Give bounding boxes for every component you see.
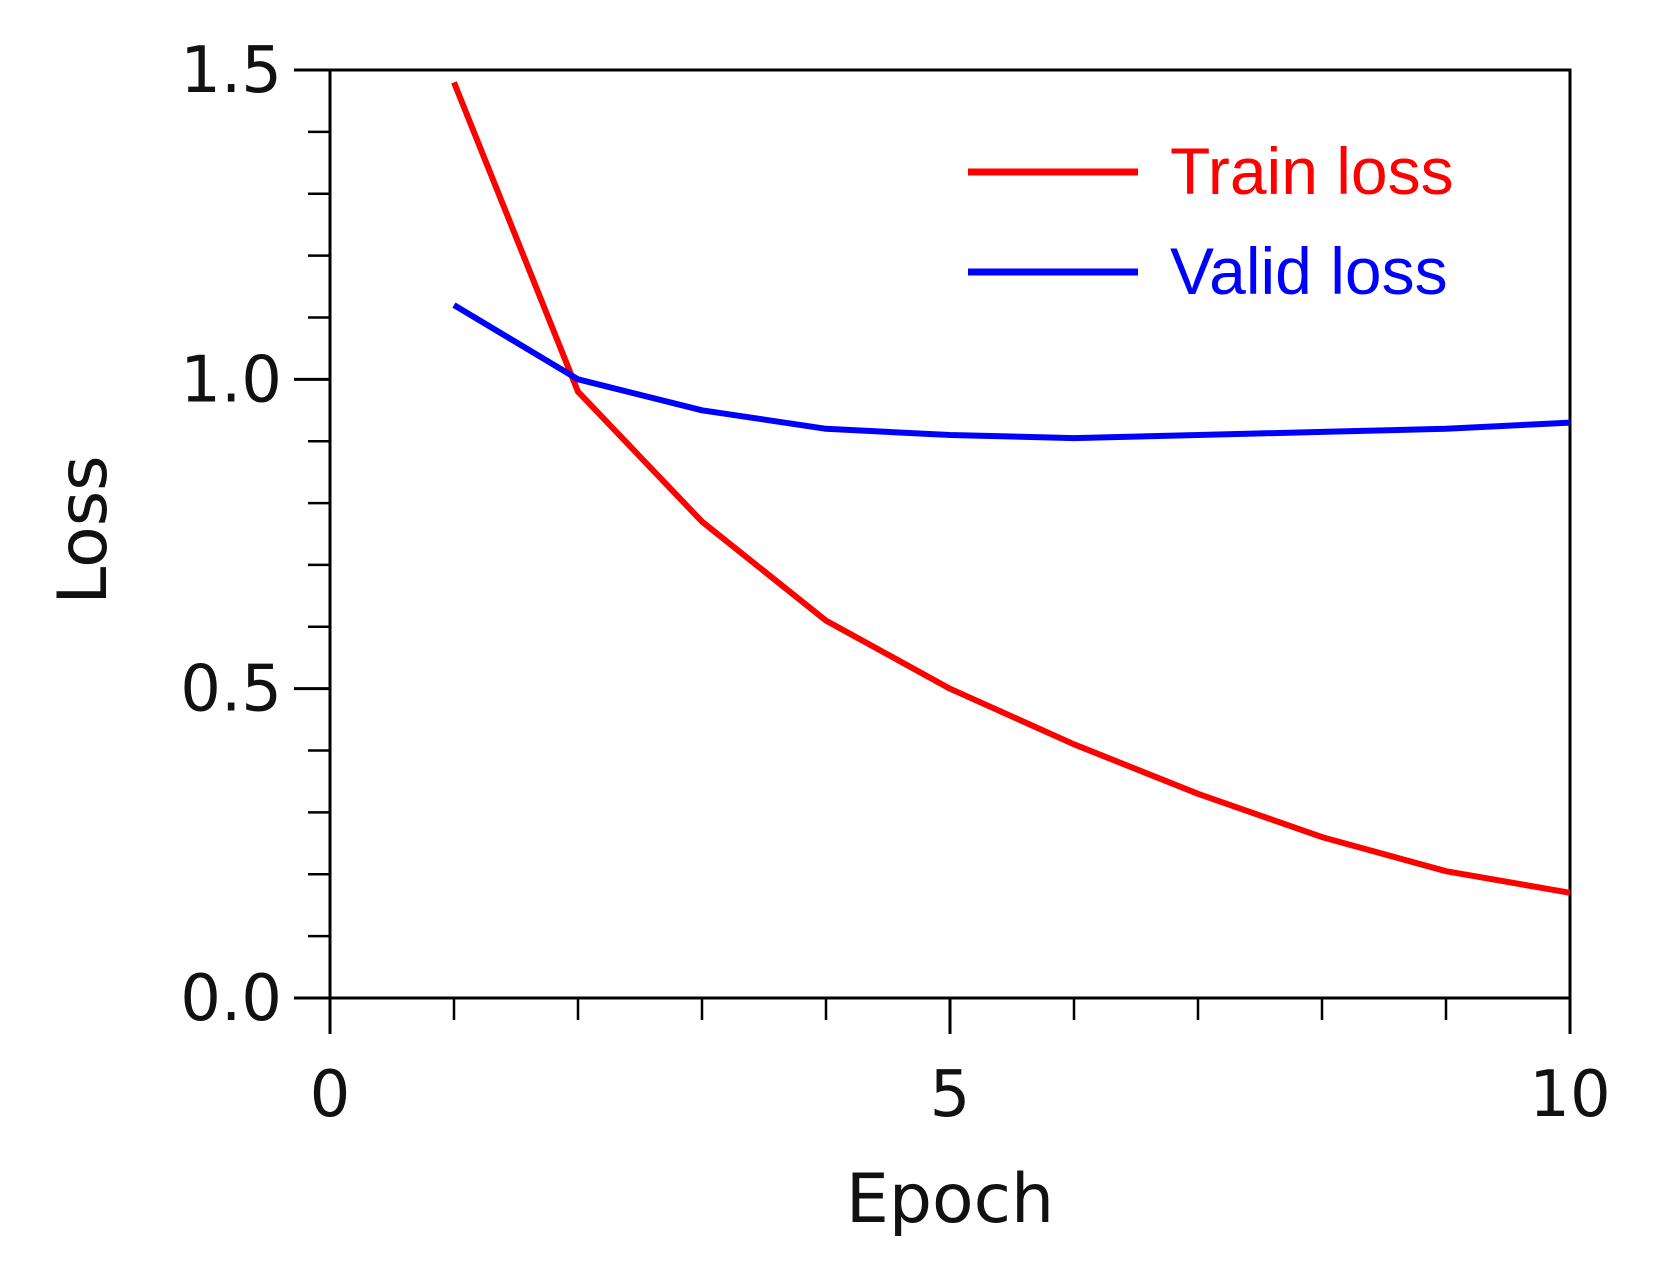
x-tick-label: 10 bbox=[1529, 1058, 1610, 1132]
plot-frame bbox=[328, 68, 1572, 1000]
x-tick-label: 5 bbox=[930, 1058, 971, 1132]
x-axis-label: Epoch bbox=[846, 1160, 1054, 1239]
y-tick-label: 1.5 bbox=[180, 34, 282, 108]
legend-label-valid-loss: Valid loss bbox=[1170, 234, 1448, 308]
y-tick-label: 0.5 bbox=[180, 653, 282, 727]
legend: Train loss Valid loss bbox=[968, 134, 1454, 308]
x-tick-label: 0 bbox=[310, 1058, 351, 1132]
axes: 0 5 10 0.0 0.5 1.0 1.5 bbox=[180, 34, 1611, 1132]
legend-label-train-loss: Train loss bbox=[1170, 134, 1454, 208]
train-loss-line bbox=[451, 81, 1571, 896]
series-lines bbox=[451, 81, 1571, 896]
y-tick-label: 0.0 bbox=[180, 962, 282, 1036]
y-tick-label: 1.0 bbox=[180, 343, 282, 417]
y-axis-label: Loss bbox=[44, 455, 123, 604]
valid-loss-line bbox=[452, 302, 1571, 442]
